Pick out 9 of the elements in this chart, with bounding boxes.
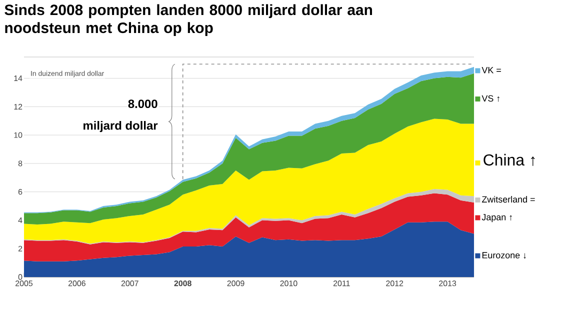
legend-label: VK = <box>482 67 501 74</box>
legend-label: China ↑ <box>484 154 535 166</box>
legend-label: VS ↑ <box>482 95 500 102</box>
legend-label: Eurozone ↓ <box>482 252 526 259</box>
annotation: miljard dollar <box>84 120 158 132</box>
legend-label: Zwitserland = <box>482 196 535 203</box>
chart-title: Sinds 2008 pompten landen 8000 miljard dollar aan noodsteun met China op kop <box>4 4 372 36</box>
annotation: 8.000 <box>128 100 158 108</box>
legend-label: Japan ↑ <box>482 214 512 222</box>
